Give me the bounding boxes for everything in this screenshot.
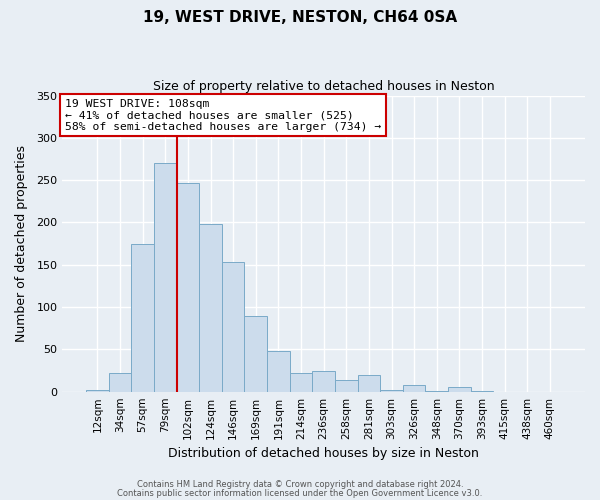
Bar [358, 375, 380, 392]
X-axis label: Distribution of detached houses by size in Neston: Distribution of detached houses by size … [168, 447, 479, 460]
Bar [403, 385, 425, 392]
Bar [313, 370, 335, 392]
Bar [244, 316, 267, 392]
Bar [425, 391, 448, 392]
Bar [222, 262, 244, 392]
Bar [199, 224, 222, 392]
Y-axis label: Number of detached properties: Number of detached properties [15, 145, 28, 342]
Bar [109, 373, 131, 392]
Text: 19 WEST DRIVE: 108sqm
← 41% of detached houses are smaller (525)
58% of semi-det: 19 WEST DRIVE: 108sqm ← 41% of detached … [65, 98, 381, 132]
Bar [335, 380, 358, 392]
Bar [471, 391, 493, 392]
Title: Size of property relative to detached houses in Neston: Size of property relative to detached ho… [153, 80, 494, 93]
Bar [86, 390, 109, 392]
Text: Contains public sector information licensed under the Open Government Licence v3: Contains public sector information licen… [118, 490, 482, 498]
Bar [267, 351, 290, 392]
Bar [176, 182, 199, 392]
Bar [290, 373, 313, 392]
Bar [448, 388, 471, 392]
Bar [380, 390, 403, 392]
Text: 19, WEST DRIVE, NESTON, CH64 0SA: 19, WEST DRIVE, NESTON, CH64 0SA [143, 10, 457, 25]
Text: Contains HM Land Registry data © Crown copyright and database right 2024.: Contains HM Land Registry data © Crown c… [137, 480, 463, 489]
Bar [131, 244, 154, 392]
Bar [154, 163, 176, 392]
